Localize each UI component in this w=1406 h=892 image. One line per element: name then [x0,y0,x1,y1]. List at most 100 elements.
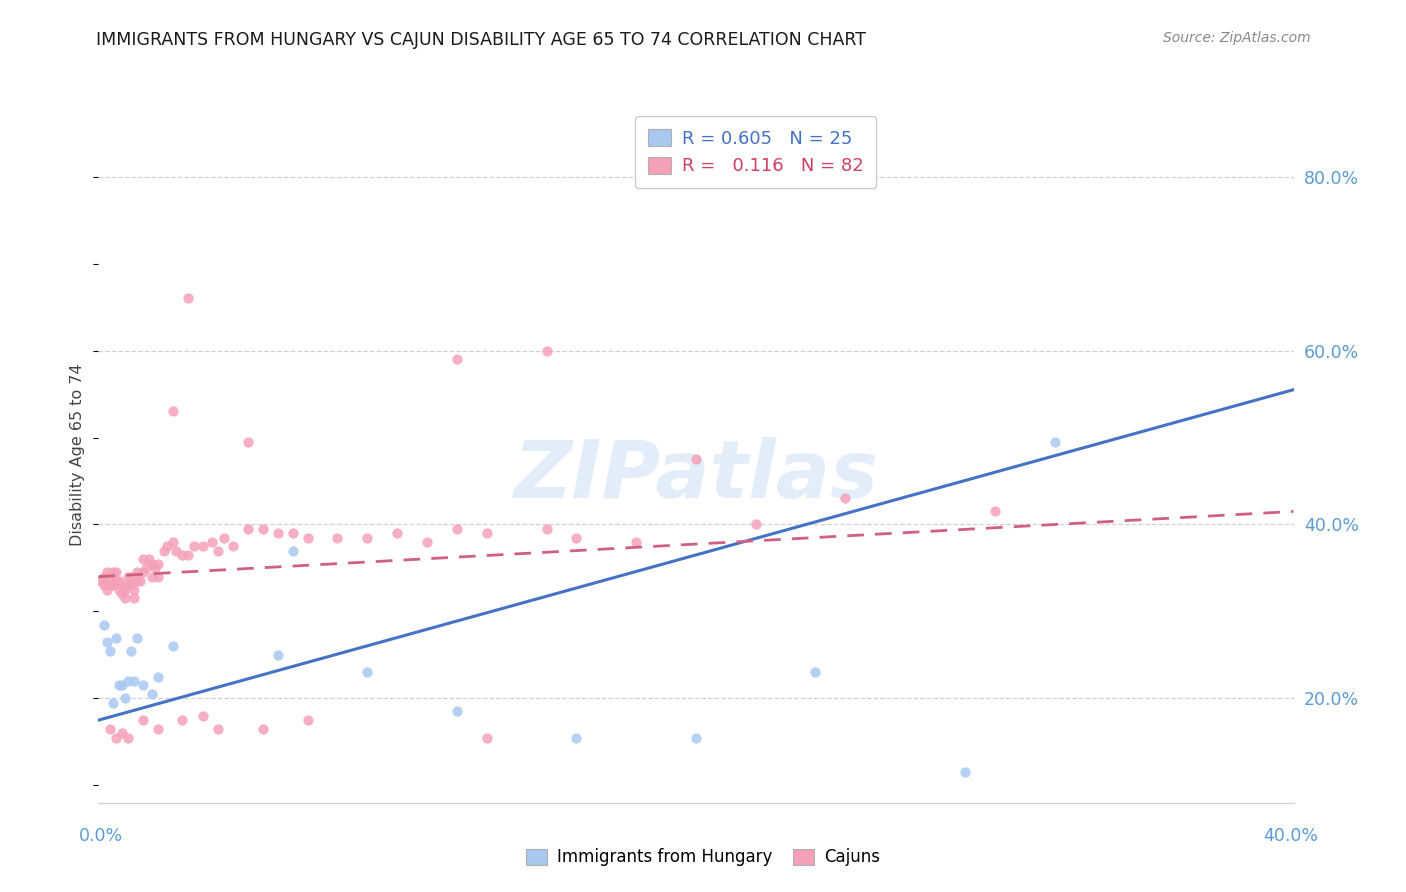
Point [685,731,707,745]
Point [105,731,128,745]
Point [132,566,155,580]
Point [111,726,134,740]
Point [191,539,214,553]
Point [191,708,214,723]
Point [96,635,118,649]
Point [446,352,468,367]
Point [103,696,125,710]
Point [267,648,290,662]
Point [127,566,149,580]
Point [114,691,136,706]
Point [117,674,139,689]
Point [120,570,142,584]
Point [1043,434,1066,449]
Point [297,531,319,545]
Point [105,631,128,645]
Point [177,291,200,305]
Point [416,534,439,549]
Point [267,526,290,541]
Text: 40.0%: 40.0% [1263,827,1319,845]
Point [148,557,170,571]
Point [565,531,588,545]
Point [953,765,976,780]
Point [297,713,319,727]
Point [114,591,136,606]
Point [93,617,115,632]
Y-axis label: Disability Age 65 to 74: Disability Age 65 to 74 [70,364,86,546]
Point [138,552,160,566]
Point [96,582,118,597]
Point [93,570,115,584]
Point [100,570,122,584]
Point [212,531,235,545]
Point [124,674,146,689]
Point [685,452,707,467]
Point [141,687,163,701]
Point [162,534,184,549]
Point [252,722,274,736]
Point [201,534,224,549]
Point [356,665,378,680]
Point [103,566,125,580]
Point [141,557,163,571]
Point [117,570,139,584]
Point [385,526,409,541]
Point [120,643,142,657]
Point [132,678,155,692]
Point [124,591,146,606]
Point [127,631,149,645]
Point [172,713,194,727]
Point [207,543,229,558]
Point [162,404,184,418]
Point [100,722,122,736]
Point [111,678,134,692]
Point [100,578,122,592]
Point [536,522,558,536]
Point [207,722,229,736]
Point [90,574,112,588]
Point [111,578,134,592]
Point [446,705,468,719]
Legend: Immigrants from Hungary, Cajuns: Immigrants from Hungary, Cajuns [519,842,887,873]
Point [103,578,125,592]
Point [148,722,170,736]
Point [108,574,131,588]
Point [475,731,498,745]
Text: ZIPatlas: ZIPatlas [513,437,879,515]
Point [222,539,245,553]
Point [834,491,856,506]
Point [114,582,136,597]
Point [745,517,768,532]
Point [96,566,118,580]
Point [148,670,170,684]
Point [105,574,128,588]
Point [129,574,152,588]
Point [105,566,128,580]
Point [117,731,139,745]
Point [117,578,139,592]
Point [141,570,163,584]
Point [536,343,558,358]
Point [177,548,200,562]
Point [165,543,187,558]
Point [172,548,194,562]
Text: IMMIGRANTS FROM HUNGARY VS CAJUN DISABILITY AGE 65 TO 74 CORRELATION CHART: IMMIGRANTS FROM HUNGARY VS CAJUN DISABIL… [96,31,866,49]
Text: 0.0%: 0.0% [79,827,124,845]
Point [626,534,648,549]
Point [135,561,157,575]
Point [183,539,205,553]
Point [236,522,259,536]
Point [108,678,131,692]
Point [127,574,149,588]
Point [156,539,179,553]
Point [356,531,378,545]
Point [326,531,349,545]
Point [93,578,115,592]
Point [143,561,166,575]
Point [446,522,468,536]
Point [132,552,155,566]
Point [111,587,134,601]
Point [565,731,588,745]
Point [100,643,122,657]
Point [124,582,146,597]
